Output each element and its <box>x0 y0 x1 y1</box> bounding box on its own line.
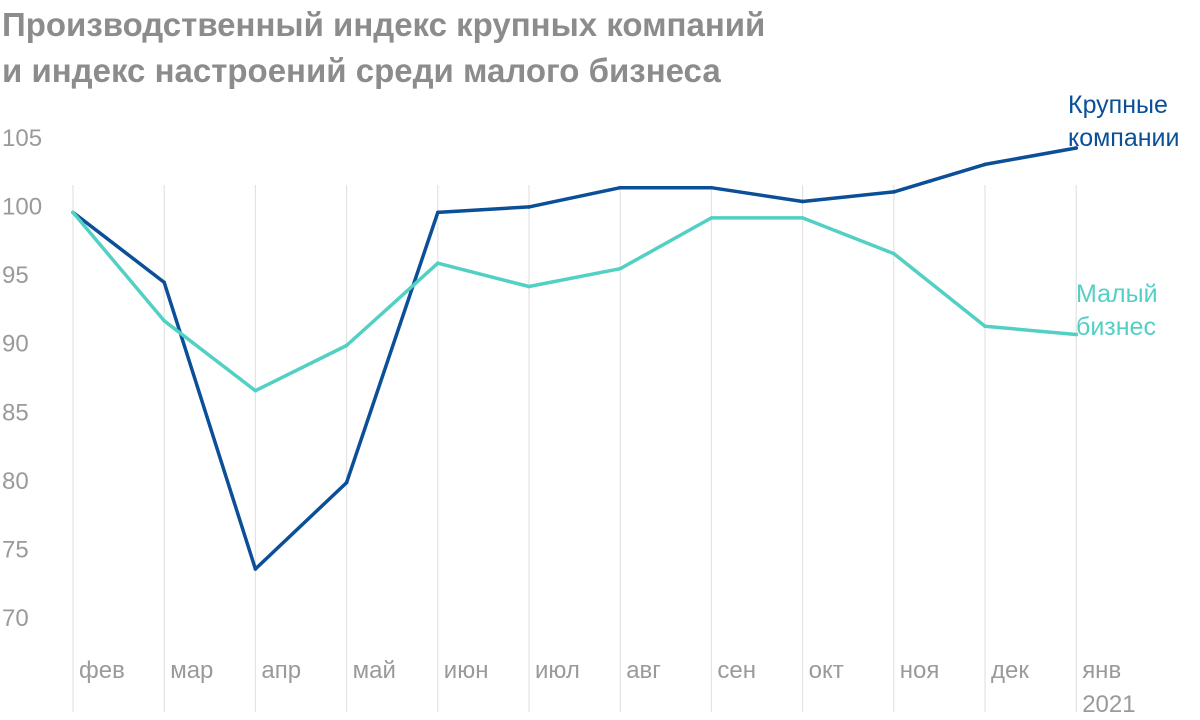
data-point <box>527 205 531 209</box>
y-tick-label: 80 <box>2 468 29 495</box>
data-point <box>162 318 166 323</box>
data-point <box>344 480 349 485</box>
gridlines <box>72 185 1077 712</box>
data-point <box>344 343 349 348</box>
data-point <box>1074 146 1078 150</box>
data-point <box>1074 332 1078 337</box>
x-tick-label: июн <box>444 657 489 684</box>
data-point <box>527 284 531 289</box>
y-tick-label: 105 <box>2 125 42 152</box>
data-point <box>800 199 805 204</box>
x-tick-label: ноя <box>900 657 940 684</box>
data-point <box>162 280 166 285</box>
y-tick-label: 100 <box>2 194 42 221</box>
data-point <box>71 210 75 215</box>
data-point <box>436 261 440 265</box>
series-labels: Крупные компании Малый бизнес <box>1068 91 1180 341</box>
series-label-line: бизнес <box>1076 313 1156 341</box>
x-tick-label: окт <box>809 657 844 684</box>
y-tick-label: 70 <box>2 605 29 632</box>
y-tick-label: 90 <box>2 331 29 358</box>
x-tick-label: апр <box>261 657 301 684</box>
data-point <box>800 216 805 220</box>
chart-title: Производственный индекс крупных компаний… <box>2 2 765 94</box>
y-axis-ticks: 70 75 80 85 90 95 100 105 <box>2 125 42 632</box>
chart-title-line-2: и индекс настроений среди малого бизнеса <box>2 52 721 89</box>
x-axis-ticks: фев мар апр май июн июл авг сен окт ноя дек янв 2021 <box>79 657 1136 718</box>
series-line-0 <box>71 146 1078 571</box>
x-tick-label: фев <box>79 657 125 684</box>
data-point <box>709 185 714 190</box>
data-point <box>253 567 258 571</box>
y-tick-label: 75 <box>2 536 29 563</box>
series-label-line: Крупные <box>1068 91 1168 119</box>
data-point <box>253 388 258 393</box>
y-tick-label: 95 <box>2 262 29 289</box>
data-point <box>892 251 896 256</box>
data-point <box>892 190 896 194</box>
data-point <box>618 266 622 271</box>
series-label-0: Крупные компании <box>1068 91 1180 152</box>
chart-title-line-1: Производственный индекс крупных компаний <box>2 6 766 43</box>
data-point <box>983 324 987 329</box>
x-tick-label: июл <box>535 657 580 684</box>
x-tick-label: мар <box>170 657 213 684</box>
series-label-line: компании <box>1068 124 1180 152</box>
x-tick-year-label: 2021 <box>1082 691 1135 718</box>
x-tick-label: янв <box>1082 657 1121 684</box>
data-point <box>436 210 440 215</box>
series-lines <box>71 146 1078 571</box>
x-tick-label: май <box>353 657 396 684</box>
x-tick-label: сен <box>717 657 756 684</box>
x-tick-label: дек <box>991 657 1029 684</box>
x-tick-label: авг <box>626 657 661 684</box>
y-tick-label: 85 <box>2 399 29 426</box>
series-label-1: Малый бизнес <box>1076 280 1158 341</box>
data-point <box>983 162 987 167</box>
data-point <box>618 185 622 190</box>
data-point <box>709 216 714 220</box>
series-label-line: Малый <box>1076 280 1158 308</box>
series-line-1 <box>71 210 1078 393</box>
